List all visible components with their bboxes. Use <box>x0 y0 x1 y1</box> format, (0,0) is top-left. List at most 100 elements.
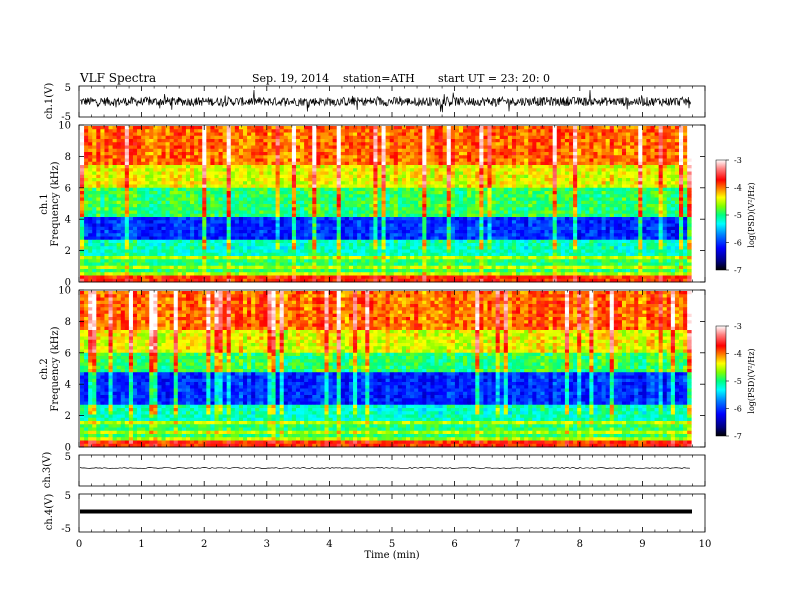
spectrogram-cell <box>565 149 569 153</box>
spectrogram-cell <box>373 136 377 140</box>
spectrogram-cell <box>210 168 214 172</box>
spectrogram-cell <box>263 230 267 234</box>
spectrogram-cell <box>569 191 573 195</box>
spectrogram-cell <box>626 227 630 231</box>
spectrogram-cell <box>430 139 434 143</box>
spectrogram-cell <box>259 194 263 198</box>
spectrogram-cell <box>390 165 394 169</box>
spectrogram-cell <box>414 220 418 224</box>
spectrogram-cell <box>198 181 202 185</box>
spectrogram-cell <box>646 129 650 133</box>
spectrogram-cell <box>663 165 667 169</box>
spectrogram-cell <box>390 207 394 211</box>
spectrogram-cell <box>585 201 589 205</box>
spectrogram-cell <box>683 126 687 130</box>
spectrogram-cell <box>410 159 414 163</box>
spectrogram-cell <box>349 227 353 231</box>
spectrogram-cell <box>386 149 390 153</box>
spectrogram-cell <box>532 198 536 202</box>
spectrogram-cell <box>524 185 528 189</box>
spectrogram-cell <box>288 175 292 179</box>
spectrogram-cell <box>581 178 585 182</box>
spectrogram-cell <box>398 214 402 218</box>
spectrogram-cell <box>178 214 182 218</box>
spectrogram-cell <box>561 220 565 224</box>
spectrogram-cell <box>194 178 198 182</box>
spectrogram-cell <box>194 139 198 143</box>
spectrogram-cell <box>300 178 304 182</box>
spectrogram-cell <box>84 224 88 228</box>
spectrogram-cell <box>219 214 223 218</box>
spectrogram-cell <box>166 165 170 169</box>
spectrogram-cell <box>341 217 345 221</box>
spectrogram-cell <box>483 188 487 192</box>
spectrogram-cell <box>133 185 137 189</box>
spectrogram-cell <box>272 155 276 159</box>
spectrogram-cell <box>618 129 622 133</box>
spectrogram-cell <box>353 191 357 195</box>
spectrogram-cell <box>153 172 157 176</box>
spectrogram-cell <box>602 201 606 205</box>
spectrogram-cell <box>430 146 434 150</box>
spectrogram-cell <box>312 220 316 224</box>
spectrogram-cell <box>561 201 565 205</box>
spectrogram-cell <box>508 224 512 228</box>
spectrogram-cell <box>642 165 646 169</box>
spectrogram-cell <box>577 181 581 185</box>
spectrogram-cell <box>304 191 308 195</box>
spectrogram-cell <box>439 146 443 150</box>
spectrogram-cell <box>300 204 304 208</box>
spectrogram-cell <box>610 172 614 176</box>
spectrogram-cell <box>687 198 691 202</box>
spectrogram-cell <box>133 155 137 159</box>
spectrogram-cell <box>463 168 467 172</box>
spectrogram-cell <box>435 204 439 208</box>
spectrogram-cell <box>267 230 271 234</box>
spectrogram-cell <box>679 178 683 182</box>
spectrogram-cell <box>520 159 524 163</box>
spectrogram-cell <box>398 198 402 202</box>
spectrogram-cell <box>398 188 402 192</box>
spectrogram-cell <box>467 152 471 156</box>
spectrogram-cell <box>451 142 455 146</box>
spectrogram-cell <box>646 155 650 159</box>
spectrogram-cell <box>386 136 390 140</box>
spectrogram-cell <box>557 133 561 137</box>
spectrogram-cell <box>308 146 312 150</box>
spectrogram-cell <box>663 178 667 182</box>
spectrogram-cell <box>304 142 308 146</box>
spectrogram-cell <box>113 220 117 224</box>
spectrogram-cell <box>223 220 227 224</box>
spectrogram-cell <box>153 227 157 231</box>
spectrogram-cell <box>272 133 276 137</box>
spectrogram-cell <box>210 204 214 208</box>
spectrogram-cell <box>133 149 137 153</box>
spectrogram-cell <box>304 129 308 133</box>
spectrogram-cell <box>569 230 573 234</box>
spectrogram-cell <box>349 172 353 176</box>
spectrogram-cell <box>369 194 373 198</box>
spectrogram-cell <box>312 201 316 205</box>
spectrogram-cell <box>439 211 443 215</box>
spectrogram-cell <box>121 233 125 237</box>
spectrogram-cell <box>487 211 491 215</box>
spectrogram-cell <box>508 139 512 143</box>
spectrogram-cell <box>267 194 271 198</box>
spectrogram-cell <box>447 198 451 202</box>
spectrogram-cell <box>100 172 104 176</box>
spectrogram-cell <box>214 178 218 182</box>
spectrogram-cell <box>447 139 451 143</box>
spectrogram-cell <box>190 207 194 211</box>
spectrogram-cell <box>439 129 443 133</box>
spectrogram-cell <box>394 185 398 189</box>
spectrogram-cell <box>410 142 414 146</box>
spectrogram-cell <box>496 188 500 192</box>
spectrogram-cell <box>141 133 145 137</box>
spectrogram-cell <box>593 188 597 192</box>
spectrogram-cell <box>259 185 263 189</box>
spectrogram-cell <box>129 227 133 231</box>
spectrogram-cell <box>553 188 557 192</box>
spectrogram-cell <box>545 129 549 133</box>
spectrogram-cell <box>475 227 479 231</box>
spectrogram-cell <box>439 139 443 143</box>
